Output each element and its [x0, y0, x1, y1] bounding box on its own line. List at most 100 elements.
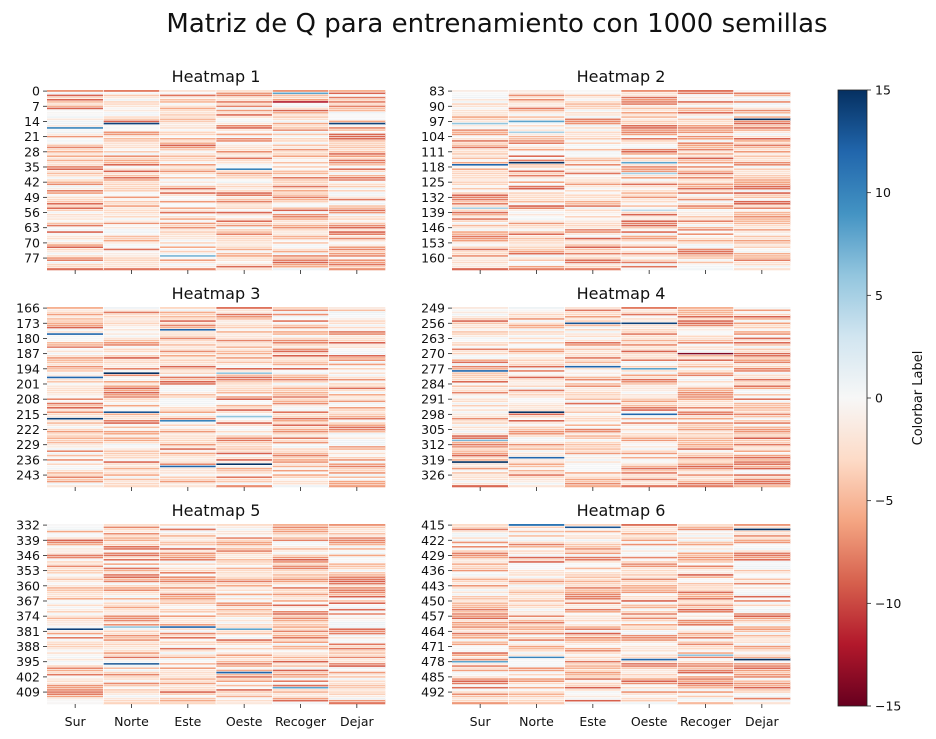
heatmap-cell	[508, 382, 565, 386]
heatmap-cell	[47, 135, 104, 139]
heatmap-cell	[621, 680, 678, 683]
heatmap-cell	[621, 532, 678, 536]
heatmap-cell	[733, 146, 791, 149]
heatmap-cell	[272, 419, 329, 423]
heatmap-cell	[677, 265, 734, 269]
heatmap-cell	[328, 573, 386, 577]
heatmap-cell	[328, 599, 386, 603]
heatmap-cell	[733, 419, 791, 423]
heatmap-cell	[216, 630, 273, 633]
heatmap-cell	[216, 354, 273, 358]
heatmap-cell	[733, 133, 791, 136]
heatmap-cell	[47, 359, 104, 362]
heatmap-cell	[733, 395, 791, 399]
heatmap-cell	[47, 673, 104, 677]
heatmap-cell	[159, 100, 217, 104]
heatmap-cell	[328, 389, 386, 392]
heatmap-cell	[159, 664, 217, 668]
heatmap-cell	[272, 567, 329, 570]
heatmap-cell	[103, 339, 160, 342]
heatmap-cell	[677, 328, 734, 332]
heatmap-cell	[159, 337, 217, 340]
heatmap-cell	[103, 165, 160, 169]
heatmap-cell	[564, 204, 622, 208]
heatmap-cell	[677, 94, 734, 97]
heatmap-cell	[159, 537, 217, 540]
heatmap-cell	[328, 120, 386, 123]
heatmap-cell	[677, 361, 734, 364]
heatmap-cell	[733, 582, 791, 586]
heatmap-cell	[733, 649, 791, 653]
heatmap-cell	[621, 654, 678, 657]
heatmap-cell	[272, 230, 329, 234]
heatmap-cell	[452, 196, 509, 199]
heatmap-cell	[508, 213, 565, 217]
heatmap-cell	[216, 137, 273, 141]
heatmap-cell	[564, 105, 622, 108]
heatmap-cell	[621, 528, 678, 531]
heatmap-cell	[328, 480, 386, 483]
heatmap-cell	[216, 612, 273, 616]
heatmap-cell	[677, 439, 734, 442]
heatmap-cell	[272, 131, 329, 134]
heatmap-cell	[564, 230, 622, 234]
heatmap-cell	[103, 335, 160, 338]
heatmap-cell	[508, 524, 565, 527]
heatmap-cell	[621, 92, 678, 95]
heatmap-cell	[47, 480, 104, 483]
heatmap-cell	[508, 569, 565, 573]
heatmap-cell	[159, 120, 217, 123]
heatmap-cell	[564, 408, 622, 412]
heatmap-cell	[564, 445, 622, 449]
heatmap-cell	[216, 133, 273, 136]
heatmap-cell	[564, 662, 622, 666]
heatmap-cell	[103, 200, 160, 204]
heatmap-cell	[452, 445, 509, 449]
y-tick-label: 277	[421, 361, 445, 376]
heatmap-cell	[47, 671, 104, 674]
heatmap-cell	[733, 343, 791, 347]
heatmap-cell	[216, 142, 273, 145]
heatmap-cell	[564, 241, 622, 245]
heatmap-cell	[621, 100, 678, 104]
heatmap-cell	[452, 476, 509, 479]
heatmap-cell	[328, 634, 386, 638]
heatmap-cell	[272, 261, 329, 264]
heatmap-cell	[677, 254, 734, 258]
y-tick-label: 415	[421, 518, 445, 533]
heatmap-cell	[677, 524, 734, 527]
heatmap-cell	[677, 320, 734, 323]
heatmap-cell	[216, 454, 273, 457]
heatmap-cell	[733, 376, 791, 379]
heatmap-cell	[508, 378, 565, 382]
heatmap-cell	[216, 246, 273, 249]
heatmap-cell	[328, 322, 386, 325]
y-tick-label: 270	[421, 346, 445, 361]
heatmap-cell	[621, 539, 678, 542]
heatmap-cell	[677, 163, 734, 167]
heatmap-cell	[508, 313, 565, 316]
heatmap-cell	[677, 545, 734, 549]
heatmap-cell	[564, 322, 622, 325]
heatmap-cell	[328, 252, 386, 256]
heatmap-cell	[621, 335, 678, 338]
heatmap-cell	[733, 307, 791, 310]
heatmap-cell	[216, 224, 273, 227]
heatmap-cell	[733, 155, 791, 158]
heatmap-cell	[216, 200, 273, 204]
heatmap-cell	[328, 532, 386, 536]
heatmap-cell	[216, 604, 273, 607]
heatmap-cell	[508, 539, 565, 542]
heatmap-cell	[216, 400, 273, 403]
heatmap-cell	[47, 209, 104, 212]
heatmap-cell	[216, 252, 273, 256]
heatmap-cell	[103, 187, 160, 191]
heatmap-cell	[564, 428, 622, 431]
heatmap-cell	[677, 463, 734, 466]
heatmap-cell	[216, 669, 273, 672]
heatmap-cell	[564, 621, 622, 625]
heatmap-cell	[677, 139, 734, 143]
heatmap-cell	[621, 341, 678, 345]
heatmap-cell	[508, 335, 565, 338]
heatmap-cell	[677, 456, 734, 460]
